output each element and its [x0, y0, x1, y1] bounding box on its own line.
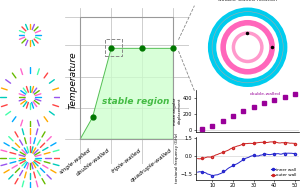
- Text: double-walled rotation: double-walled rotation: [218, 0, 277, 2]
- Circle shape: [26, 94, 34, 101]
- Y-axis label: torsional frequency (GHz): torsional frequency (GHz): [175, 133, 179, 183]
- Legend: inner wall, outer wall: inner wall, outer wall: [270, 167, 297, 177]
- Text: triple-walled: triple-walled: [111, 147, 142, 174]
- Text: single-walled: single-walled: [59, 147, 92, 175]
- Circle shape: [237, 37, 258, 57]
- Circle shape: [27, 155, 33, 161]
- Circle shape: [26, 30, 34, 40]
- Y-axis label: mean angular
displacement: mean angular displacement: [173, 97, 182, 125]
- Bar: [105, 39, 122, 56]
- Text: stable region: stable region: [102, 97, 170, 106]
- Text: Temperature: Temperature: [69, 51, 78, 108]
- Text: double-walled: double-walled: [249, 92, 280, 96]
- Text: quadruple-walled: quadruple-walled: [130, 147, 173, 183]
- Polygon shape: [80, 48, 173, 139]
- Text: double-walled: double-walled: [76, 147, 111, 177]
- Bar: [80, 17, 173, 139]
